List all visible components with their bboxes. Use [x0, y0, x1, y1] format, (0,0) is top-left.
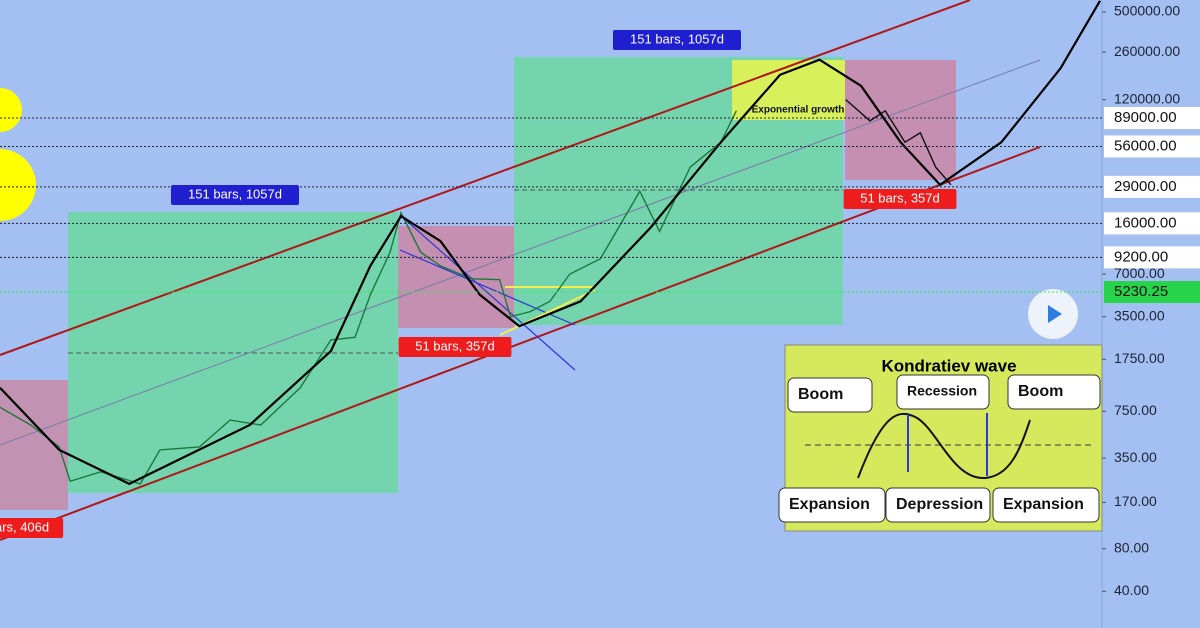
phase-label: Recession: [907, 383, 977, 399]
phase-label: Expansion: [789, 496, 870, 513]
phase-bubble: [778, 487, 886, 523]
decor: [0, 149, 36, 221]
level-label: 56000.00: [1114, 137, 1177, 154]
last-price-box: [1104, 281, 1200, 304]
triangle-line: [499, 289, 596, 336]
annotation-box: [843, 189, 957, 209]
y-tick-label: 120000.00: [1114, 90, 1180, 106]
plot: [0, 0, 1101, 486]
phase-bubble: [885, 487, 991, 523]
level-box: [1104, 175, 1200, 198]
annotation-box: [171, 185, 299, 205]
annotation: Exponential growth: [752, 105, 845, 116]
inset-wave: [857, 412, 1031, 480]
annotation: ars, 406d: [0, 519, 49, 534]
y-tick-label: 500000.00: [1114, 3, 1180, 19]
annotation-box: [0, 518, 64, 538]
trend-line: [399, 214, 576, 371]
phase-bubble: [787, 377, 873, 413]
y-tick-label: 80.00: [1114, 539, 1149, 555]
y-tick-label: 1750.00: [1114, 350, 1165, 366]
phase-label: Boom: [1018, 383, 1063, 400]
y-tick-label: 750.00: [1114, 402, 1157, 418]
phase-label: Boom: [798, 386, 843, 403]
channel-line: [0, 146, 1041, 541]
phase-label: Depression: [896, 496, 983, 513]
annotation-box: [613, 30, 741, 50]
decor: [0, 88, 22, 132]
annotation: 151 bars, 1057d: [188, 186, 282, 201]
level-label: 29000.00: [1114, 178, 1177, 195]
y-tick-label: 40.00: [1114, 582, 1149, 598]
last-price-label: 5230.25: [1114, 283, 1168, 300]
y-tick-label: 260000.00: [1114, 43, 1180, 59]
level-label: 9200.00: [1114, 248, 1168, 265]
y-tick-label: 350.00: [1114, 449, 1157, 465]
y-tick-label: 170.00: [1114, 493, 1157, 509]
level-label: 16000.00: [1114, 214, 1177, 231]
channel-line: [0, 0, 971, 356]
annotation: 51 bars, 357d: [860, 190, 940, 205]
price-line: [0, 0, 1101, 486]
price-line: [845, 99, 952, 186]
phase-bubble: [896, 374, 990, 410]
annotation-box: [398, 337, 512, 357]
annotation: 151 bars, 1057d: [630, 31, 724, 46]
inset-title: Kondratiev wave: [881, 356, 1016, 375]
y-tick-label: 3500.00: [1114, 307, 1165, 323]
level-box: [1104, 246, 1200, 269]
annotation: 51 bars, 357d: [415, 338, 495, 353]
channel-mid: [0, 59, 1041, 446]
level-box: [1104, 106, 1200, 129]
phase-bubble: [992, 487, 1100, 523]
level-box: [1104, 212, 1200, 235]
level-box: [1104, 135, 1200, 158]
range-box: [845, 60, 956, 180]
phase-label: Expansion: [1003, 496, 1084, 513]
y-tick-label: 7000.00: [1114, 265, 1165, 281]
play-icon: [1048, 305, 1062, 323]
range-box: [398, 226, 514, 328]
highlight-box: [732, 60, 845, 120]
phase-bubble: [1007, 374, 1101, 410]
level-label: 89000.00: [1114, 109, 1177, 126]
